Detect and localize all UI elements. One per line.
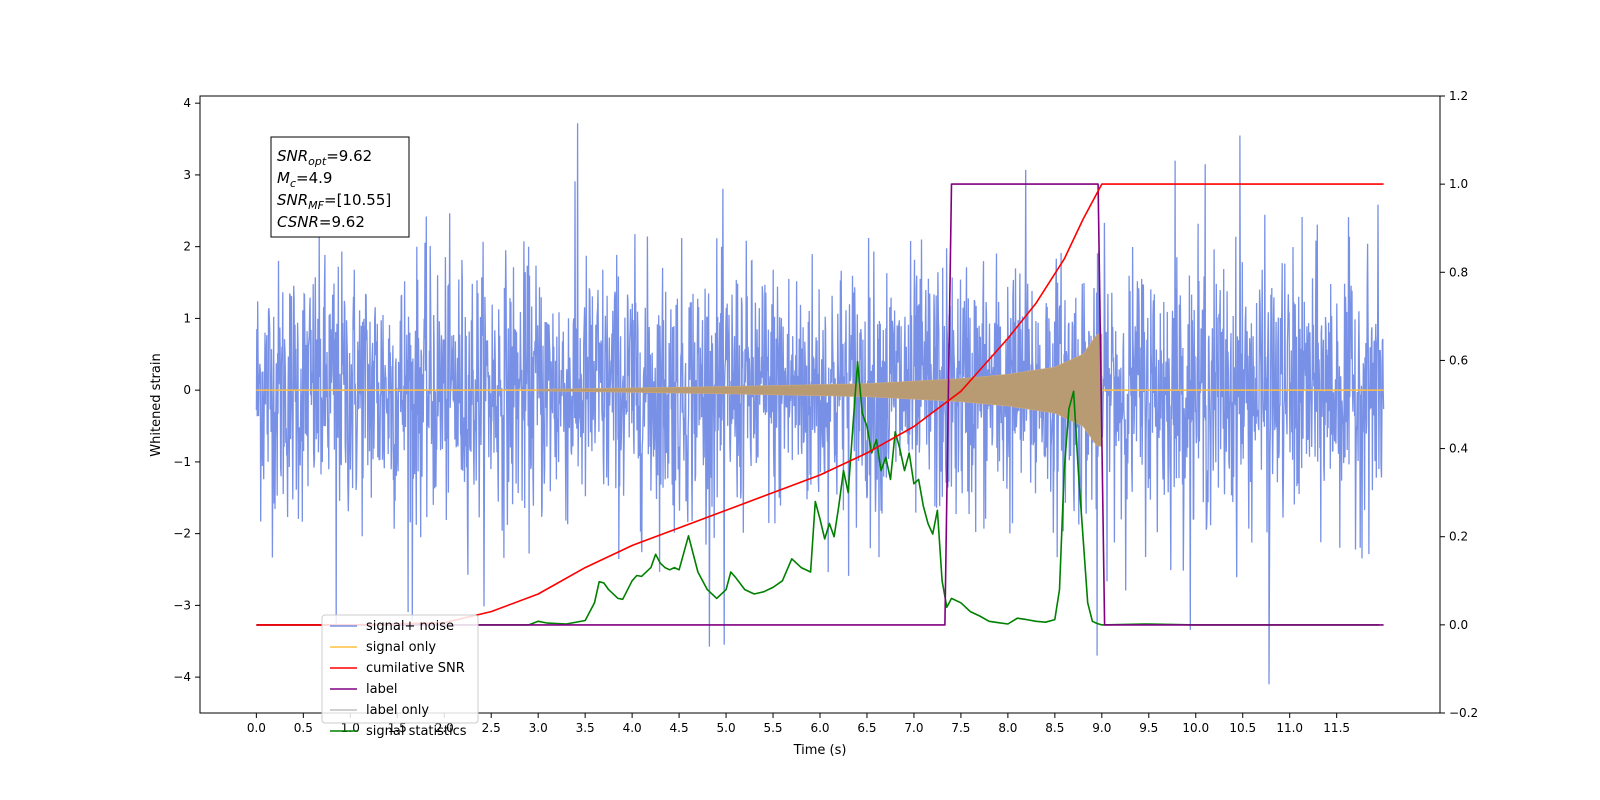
- x-tick-label: 9.5: [1139, 721, 1158, 735]
- x-tick-label: 5.5: [763, 721, 782, 735]
- series-layer: [255, 123, 1385, 685]
- y-left-tick-label: 2: [183, 240, 191, 254]
- x-tick-label: 3.0: [529, 721, 548, 735]
- y-left-tick-label: −4: [173, 670, 191, 684]
- x-tick-label: 11.5: [1323, 721, 1350, 735]
- x-tick-label: 7.5: [951, 721, 970, 735]
- y-right-tick-label: 0.4: [1449, 442, 1468, 456]
- x-tick-label: 2.0: [435, 721, 454, 735]
- y-left-tick-label: 4: [183, 96, 191, 110]
- legend-label: cumilative SNR: [366, 661, 465, 676]
- x-tick-label: 6.0: [810, 721, 829, 735]
- y-left-tick-label: −2: [173, 527, 191, 541]
- series-label: [256, 183, 1384, 626]
- x-tick-label: 6.5: [857, 721, 876, 735]
- x-tick-label: 11.0: [1276, 721, 1303, 735]
- annotation-line: CSNR=9.62: [277, 213, 365, 231]
- legend-label: signal only: [366, 640, 436, 655]
- x-tick-label: 3.5: [576, 721, 595, 735]
- x-tick-label: 7.0: [904, 721, 923, 735]
- y-axis-label: Whitened strain: [149, 353, 164, 456]
- legend: signal+ noise signal only cumilative SNR la…: [321, 614, 479, 739]
- y-left-tick-label: −1: [173, 455, 191, 469]
- series-signal-statistics: [256, 360, 1379, 626]
- x-tick-label: 4.0: [623, 721, 642, 735]
- x-tick-label: 8.5: [1045, 721, 1064, 735]
- x-tick-label: 1.5: [388, 721, 407, 735]
- x-tick-label: 4.5: [670, 721, 689, 735]
- y-left-tick-label: 3: [183, 168, 191, 182]
- y-left-tick-label: 0: [183, 383, 191, 397]
- x-tick-label: 0.0: [247, 721, 266, 735]
- legend-frame: [321, 614, 479, 724]
- y-right-tick-label: 1.2: [1449, 89, 1468, 103]
- x-tick-label: 10.0: [1182, 721, 1209, 735]
- x-axis-label: Time (s): [793, 743, 847, 758]
- y-axis-right: 1.2 1.0 0.8 0.6 0.4 0.2 0.0 −0.2: [1440, 89, 1478, 720]
- x-tick-label: 5.0: [717, 721, 736, 735]
- y-left-tick-label: 1: [183, 311, 191, 325]
- x-tick-label: 2.5: [482, 721, 501, 735]
- x-tick-label: 0.5: [294, 721, 313, 735]
- x-tick-label: 9.0: [1092, 721, 1111, 735]
- legend-label: signal statistics: [366, 724, 467, 739]
- x-axis: 0.0 0.5 1.0 1.5 2.0 2.5 3.0 3.5 4.0 4.5 5.0 5.5 6.0 6…: [247, 713, 1350, 735]
- y-right-tick-label: 0.2: [1449, 530, 1468, 544]
- y-right-tick-label: 0.8: [1449, 265, 1468, 279]
- legend-label: signal+ noise: [366, 619, 454, 634]
- x-tick-label: 10.5: [1229, 721, 1256, 735]
- y-left-tick-label: −3: [173, 598, 191, 612]
- y-right-tick-label: −0.2: [1449, 706, 1478, 720]
- legend-label: label only: [366, 703, 429, 718]
- x-tick-label: 8.0: [998, 721, 1017, 735]
- legend-label: label: [366, 682, 397, 697]
- y-right-tick-label: 1.0: [1449, 177, 1468, 191]
- y-right-tick-label: 0.6: [1449, 353, 1468, 367]
- y-axis-left: 4 3 2 1 0 −1 −2 −3 −4: [173, 96, 200, 684]
- annotation-frame: [270, 136, 410, 238]
- annotation-line: SNRopt=9.62: [277, 147, 372, 168]
- annotation-line: Mc=4.9: [277, 169, 332, 190]
- series-signal-noise: [255, 123, 1385, 685]
- annotation-line: SNRMF=[10.55]: [277, 191, 391, 212]
- y-right-tick-label: 0.0: [1449, 618, 1468, 632]
- series-cumulative-snr: [256, 183, 1384, 626]
